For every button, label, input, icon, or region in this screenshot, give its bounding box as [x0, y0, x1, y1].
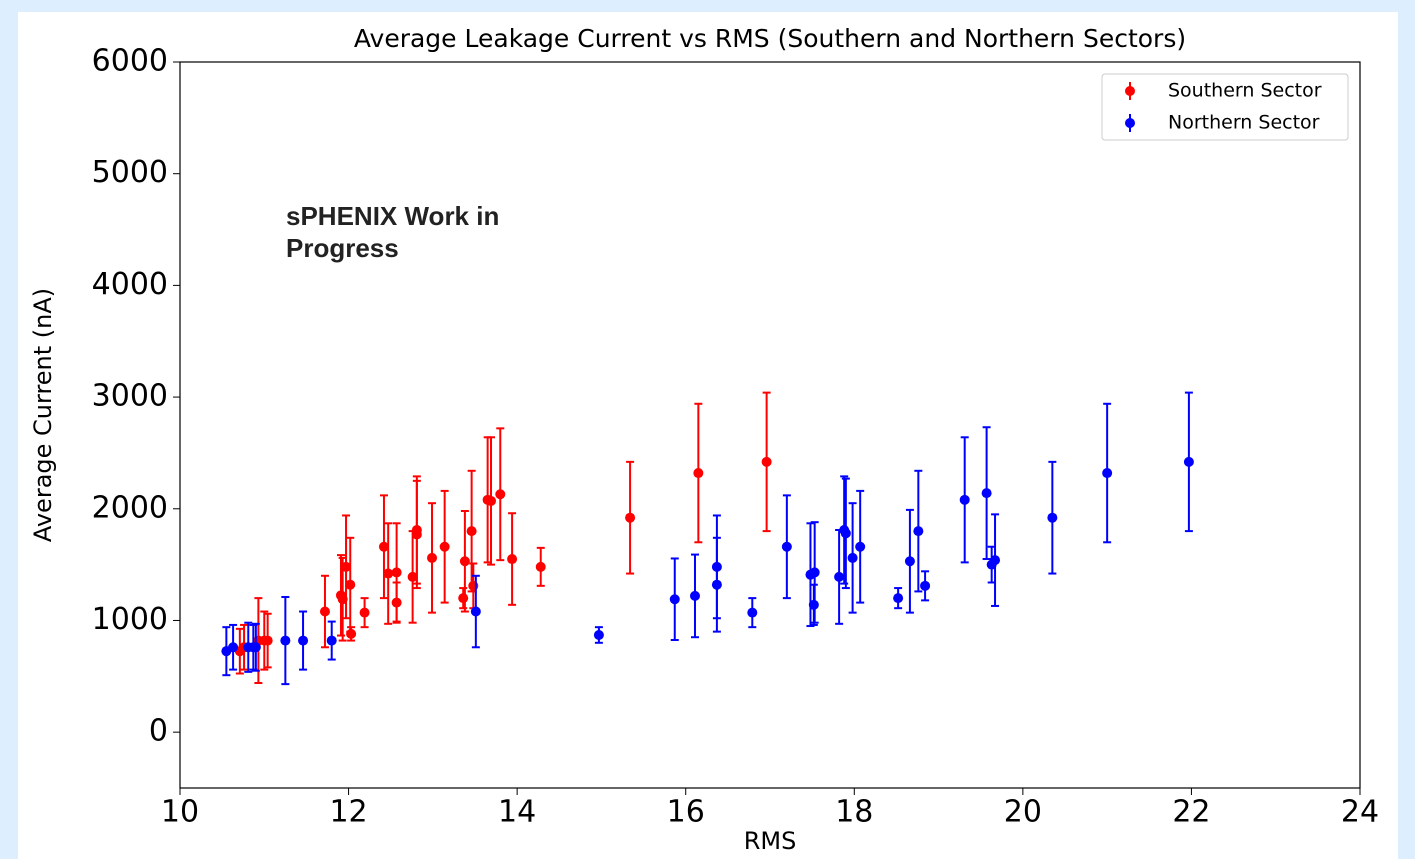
point [411, 529, 422, 540]
point [669, 594, 680, 605]
point [990, 555, 1001, 566]
chart-title: Average Leakage Current vs RMS (Southern… [354, 24, 1186, 53]
annotation: sPHENIX Work in Progress [286, 201, 500, 263]
point [981, 488, 992, 499]
point [319, 606, 330, 617]
legend-label: Northern Sector [1168, 112, 1320, 134]
x-axis-label: RMS [744, 827, 797, 855]
x-tick-label: 10 [161, 795, 199, 830]
x-tick-label: 18 [835, 795, 873, 830]
point [439, 541, 450, 552]
legend-marker [1125, 86, 1135, 96]
point [458, 593, 469, 604]
legend-box [1101, 73, 1349, 141]
point [459, 556, 470, 567]
point [847, 552, 858, 563]
point [359, 607, 370, 618]
x-tick-label: 12 [329, 795, 367, 830]
point [855, 541, 866, 552]
point [407, 571, 418, 582]
x-tick-label: 22 [1172, 795, 1210, 830]
point [486, 495, 497, 506]
y-tick-label: 1000 [92, 602, 168, 637]
point [427, 552, 438, 563]
point [625, 512, 636, 523]
point [781, 541, 792, 552]
point [466, 526, 477, 537]
legend-marker [1125, 118, 1135, 128]
point [689, 590, 700, 601]
y-tick-label: 3000 [92, 379, 168, 414]
point [280, 635, 291, 646]
point [378, 541, 389, 552]
point [711, 579, 722, 590]
figure-panel [18, 12, 1398, 859]
y-tick-label: 5000 [92, 155, 168, 190]
x-tick-label: 14 [498, 795, 536, 830]
point [893, 593, 904, 604]
point [391, 567, 402, 578]
point [920, 580, 931, 591]
point [1047, 512, 1058, 523]
point [346, 628, 357, 639]
point [840, 528, 851, 539]
y-tick-label: 6000 [92, 44, 168, 79]
point [535, 561, 546, 572]
point [262, 635, 273, 646]
point [809, 567, 820, 578]
y-tick-label: 4000 [92, 267, 168, 302]
point [507, 554, 518, 565]
y-axis-label: Average Current (nA) [29, 288, 57, 542]
point [904, 556, 915, 567]
point [1183, 456, 1194, 467]
x-tick-label: 24 [1341, 795, 1379, 830]
x-tick-label: 16 [667, 795, 705, 830]
point [834, 571, 845, 582]
point [693, 468, 704, 479]
point [470, 606, 481, 617]
x-tick-label: 20 [1004, 795, 1042, 830]
point [495, 489, 506, 500]
y-tick-label: 0 [149, 714, 168, 749]
point [228, 642, 239, 653]
point [383, 568, 394, 579]
point [747, 607, 758, 618]
point [341, 561, 352, 572]
point [326, 635, 337, 646]
point [913, 526, 924, 537]
y-tick-label: 2000 [92, 490, 168, 525]
point [1102, 468, 1113, 479]
point [298, 635, 309, 646]
point [593, 629, 604, 640]
point [959, 494, 970, 505]
point [250, 642, 261, 653]
point [345, 579, 356, 590]
point [761, 456, 772, 467]
plot-frame [179, 61, 1361, 789]
legend-label: Southern Sector [1168, 80, 1322, 102]
